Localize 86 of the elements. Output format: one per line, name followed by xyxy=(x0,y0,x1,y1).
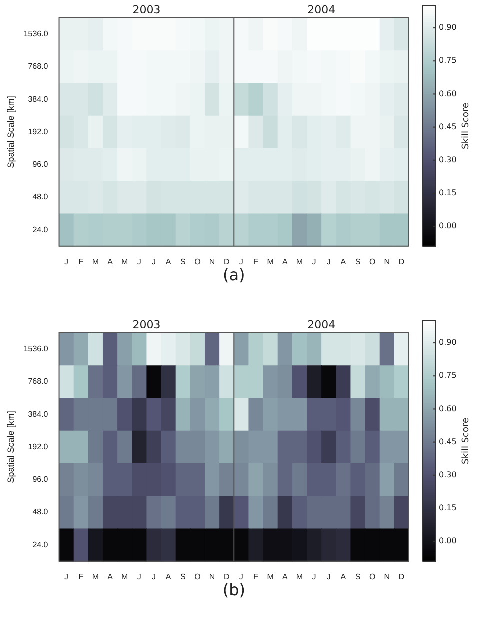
y-tick-label: 384.0 xyxy=(28,410,49,419)
text: 2004 xyxy=(308,318,336,332)
x-tick-label: D xyxy=(398,257,405,266)
x-tick-label: O xyxy=(369,257,376,266)
color-bar-label: 0.90 xyxy=(439,23,457,32)
color-bar-label: 0.15 xyxy=(439,188,457,198)
x-tick-label: N xyxy=(384,257,390,266)
x-tick-label: A xyxy=(340,572,347,582)
x-tick-label: A xyxy=(340,257,347,266)
x-tick-label: O xyxy=(194,257,201,266)
x-tick-label: D xyxy=(224,572,230,582)
y-axis-title: Spatial Scale [km] xyxy=(6,411,16,484)
color-bar-label: 0.90 xyxy=(439,338,457,348)
y-tick-label: 384.0 xyxy=(28,94,49,104)
color-bar-label: 0.00 xyxy=(439,536,457,546)
x-tick-label: M xyxy=(296,257,304,266)
x-tick-label: S xyxy=(355,572,361,582)
x-tick-label: D xyxy=(224,257,230,266)
x-tick-label: M xyxy=(267,257,274,266)
x-tick-label: A xyxy=(166,257,172,266)
x-tick-label: A xyxy=(108,257,114,266)
color-bar-title: Skill Score xyxy=(461,417,472,464)
y-tick-label: 48.0 xyxy=(32,192,49,202)
x-tick-label: J xyxy=(312,572,316,582)
y-tick-label: 24.0 xyxy=(32,225,49,234)
x-tick-label: A xyxy=(282,257,288,266)
x-tick-label: N xyxy=(384,572,390,582)
x-tick-label: F xyxy=(78,257,84,266)
color-bar-label: 0.45 xyxy=(439,122,457,132)
color-bar-label: 0.75 xyxy=(439,371,457,380)
x-tick-label: S xyxy=(180,257,186,266)
x-tick-label: M xyxy=(122,572,129,582)
text: 2004 xyxy=(308,3,336,16)
color-bar-label: 0.00 xyxy=(439,222,457,231)
x-tick-label: A xyxy=(108,572,114,582)
x-tick-label: M xyxy=(267,572,274,582)
y-axis-title: Spatial Scale [km] xyxy=(6,96,16,168)
x-tick-label: A xyxy=(166,572,172,582)
x-tick-label: J xyxy=(312,257,316,266)
text: 2003 xyxy=(132,318,161,332)
color-bar-label: 0.15 xyxy=(439,504,457,513)
x-tick-label: S xyxy=(180,572,186,582)
y-tick-label: 768.0 xyxy=(28,377,49,386)
x-tick-label: O xyxy=(369,572,376,582)
y-tick-label: 48.0 xyxy=(32,508,49,517)
x-tick-label: F xyxy=(78,572,84,582)
y-tick-label: 768.0 xyxy=(28,62,49,72)
y-tick-label: 192.0 xyxy=(28,127,49,136)
x-tick-label: D xyxy=(398,572,405,582)
x-tick-label: J xyxy=(326,257,331,266)
x-tick-label: M xyxy=(296,572,304,582)
x-tick-label: M xyxy=(92,257,100,266)
x-tick-label: J xyxy=(64,257,69,266)
x-tick-label: S xyxy=(355,257,361,266)
x-tick-label: J xyxy=(239,572,244,582)
color-bar-title: Skill Score xyxy=(461,102,472,150)
color-bar-label: 0.30 xyxy=(439,470,457,480)
x-tick-label: J xyxy=(152,572,156,582)
y-tick-label: 192.0 xyxy=(28,442,49,452)
text: (a) xyxy=(222,266,246,285)
x-tick-label: M xyxy=(122,257,129,266)
x-tick-label: J xyxy=(239,257,244,266)
x-tick-label: M xyxy=(92,572,100,582)
x-tick-label: F xyxy=(254,572,259,582)
x-tick-label: A xyxy=(282,572,288,582)
x-tick-label: O xyxy=(194,572,201,582)
x-tick-label: N xyxy=(209,572,216,582)
y-tick-label: 24.0 xyxy=(32,540,49,550)
x-tick-label: J xyxy=(137,572,142,582)
y-tick-label: 1536.0 xyxy=(24,30,49,39)
y-tick-label: 1536.0 xyxy=(24,344,49,354)
text: 2003 xyxy=(132,3,161,16)
x-tick-label: J xyxy=(137,257,142,266)
color-bar-label: 0.60 xyxy=(439,404,457,414)
x-tick-label: J xyxy=(64,572,69,582)
color-bar-label: 0.60 xyxy=(439,89,457,98)
y-tick-label: 96.0 xyxy=(32,475,49,484)
y-tick-label: 96.0 xyxy=(32,160,49,170)
text: (b) xyxy=(222,580,246,600)
x-tick-label: J xyxy=(326,572,331,582)
color-bar-label: 0.75 xyxy=(439,56,457,66)
x-tick-label: F xyxy=(254,257,259,266)
color-bar-label: 0.30 xyxy=(439,155,457,164)
x-tick-label: J xyxy=(152,257,156,266)
x-tick-label: N xyxy=(209,257,216,266)
color-bar-label: 0.45 xyxy=(439,437,457,446)
